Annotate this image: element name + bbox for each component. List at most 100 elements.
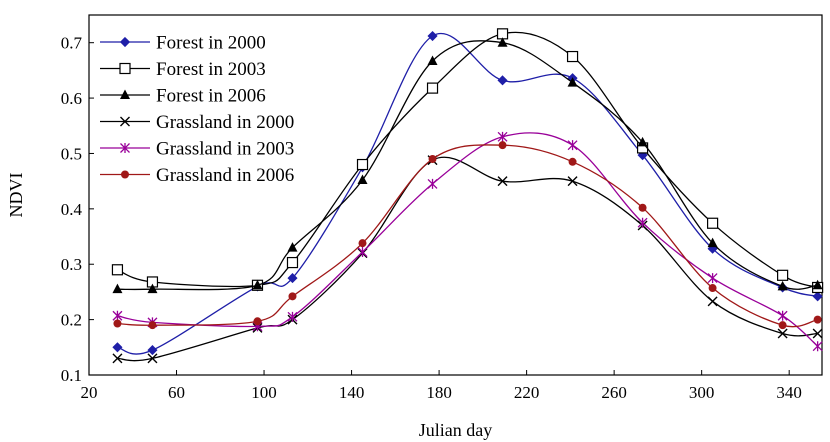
y-tick-label: 0.2 xyxy=(61,311,82,330)
data-point xyxy=(113,319,122,328)
x-tick-label: 20 xyxy=(81,383,98,402)
series-line xyxy=(117,32,818,355)
legend-label: Forest in 2000 xyxy=(156,33,266,54)
series-grassland-in-2006 xyxy=(113,141,822,330)
data-point xyxy=(428,155,437,163)
x-tick-label: 100 xyxy=(251,383,277,402)
legend-item-grassland-in-2006: Grassland in 2006 xyxy=(100,165,294,186)
plot-frame xyxy=(88,14,823,376)
data-point xyxy=(358,239,367,248)
legend-item-grassland-in-2003: Grassland in 2003 xyxy=(100,139,294,160)
x-tick-label: 220 xyxy=(514,383,540,402)
data-point xyxy=(287,242,298,252)
y-tick-label: 0.1 xyxy=(61,366,82,385)
x-axis-title: Julian day xyxy=(419,420,493,440)
data-point xyxy=(426,82,439,94)
data-point xyxy=(111,264,124,276)
data-point xyxy=(567,77,578,87)
data-point xyxy=(356,158,369,171)
data-point xyxy=(148,321,157,330)
data-point xyxy=(638,203,647,212)
y-tick-label: 0.4 xyxy=(61,200,83,219)
y-tick-label: 0.7 xyxy=(61,34,83,53)
data-point xyxy=(287,273,298,284)
legend-item-forest-in-2006: Forest in 2006 xyxy=(100,86,266,107)
data-point xyxy=(147,353,158,364)
data-point xyxy=(498,141,507,150)
data-point xyxy=(497,131,508,142)
y-axis-title: NDVI xyxy=(6,173,26,218)
series-line xyxy=(117,156,818,362)
data-point xyxy=(286,256,299,269)
data-point xyxy=(567,176,578,187)
legend-marker xyxy=(119,36,131,48)
legend-marker xyxy=(121,170,129,179)
data-point xyxy=(497,37,508,47)
legend-marker xyxy=(119,62,131,75)
data-point xyxy=(252,279,263,290)
data-point xyxy=(147,283,158,294)
data-point xyxy=(778,321,787,330)
data-point xyxy=(707,273,718,284)
data-point xyxy=(637,217,648,228)
data-point xyxy=(287,311,298,322)
series-forest-in-2006 xyxy=(112,37,823,294)
data-point xyxy=(567,140,578,151)
data-point xyxy=(708,284,717,293)
data-point xyxy=(706,217,719,229)
x-tick-label: 140 xyxy=(339,383,365,402)
data-point xyxy=(812,279,823,290)
legend-label: Grassland in 2000 xyxy=(156,112,294,133)
series-grassland-in-2000 xyxy=(112,155,823,364)
legend-label: Grassland in 2006 xyxy=(156,165,294,186)
data-point xyxy=(637,136,648,147)
legend-item-forest-in-2003: Forest in 2003 xyxy=(100,59,266,80)
data-point xyxy=(568,157,577,166)
x-tick-label: 180 xyxy=(426,383,452,402)
data-point xyxy=(812,341,823,352)
data-point xyxy=(812,328,823,339)
data-point xyxy=(147,345,158,356)
data-point xyxy=(777,280,788,291)
data-point xyxy=(707,296,718,307)
data-point xyxy=(112,310,123,321)
data-point xyxy=(253,317,262,326)
data-point xyxy=(357,247,368,258)
legend: Forest in 2000 Forest in 2003 Forest in 20… xyxy=(100,33,294,186)
x-tick-label: 340 xyxy=(776,383,802,402)
data-point xyxy=(112,283,123,294)
y-tick-label: 0.6 xyxy=(61,89,82,108)
data-point xyxy=(497,75,508,86)
data-point xyxy=(813,315,822,324)
x-tick-label: 60 xyxy=(168,383,185,402)
plot-area xyxy=(111,28,824,364)
x-tick-label: 260 xyxy=(601,383,627,402)
data-point xyxy=(357,174,368,185)
data-point xyxy=(112,342,123,353)
legend-marker xyxy=(120,89,130,99)
data-point xyxy=(427,55,438,65)
legend-marker xyxy=(120,116,130,127)
y-tick-label: 0.5 xyxy=(61,144,82,163)
legend-item-grassland-in-2000: Grassland in 2000 xyxy=(100,112,294,133)
data-point xyxy=(777,310,788,321)
data-point xyxy=(707,237,718,248)
y-tick-label: 0.3 xyxy=(61,255,82,274)
data-point xyxy=(497,176,508,187)
legend-label: Forest in 2003 xyxy=(156,59,266,80)
series-forest-in-2000 xyxy=(112,30,823,356)
data-point xyxy=(566,50,579,63)
data-point xyxy=(427,30,438,42)
legend-label: Forest in 2006 xyxy=(156,86,266,107)
data-point xyxy=(777,269,789,281)
data-point xyxy=(288,292,297,301)
data-point xyxy=(777,328,788,339)
legend-label: Grassland in 2003 xyxy=(156,139,294,160)
data-point xyxy=(112,353,123,364)
legend-marker xyxy=(120,143,130,153)
x-tick-label: 300 xyxy=(689,383,715,402)
axes: 0.1 0.2 0.3 0.4 0.5 0.6 0.7 20 60 100 140 180 220 260… xyxy=(61,14,823,402)
data-point xyxy=(427,178,438,189)
data-point xyxy=(812,291,823,302)
